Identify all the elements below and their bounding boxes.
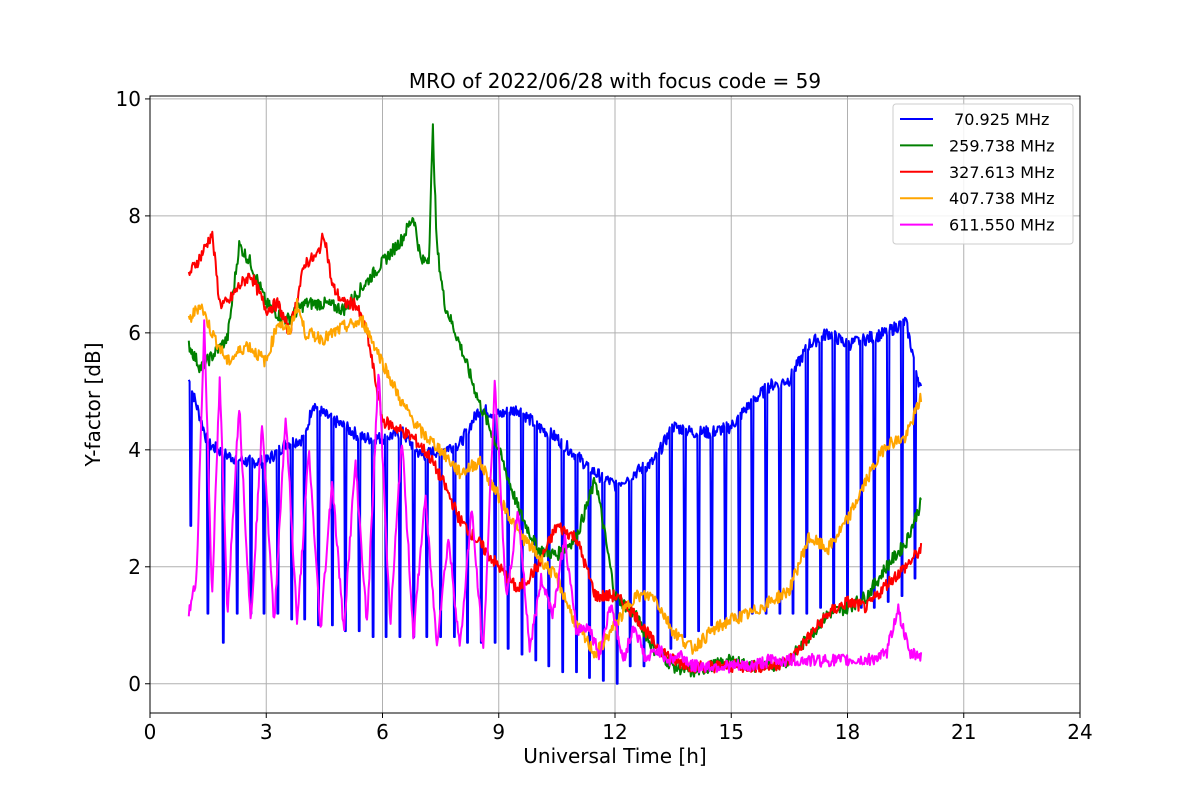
y-tick-label: 8 <box>128 204 141 228</box>
y-tick-label: 6 <box>128 321 141 345</box>
legend: 70.925 MHz 259.738 MHz 327.613 MHz 407.738 … <box>892 103 1074 245</box>
x-tick-label: 6 <box>376 720 389 744</box>
y-tick-label: 2 <box>128 555 141 579</box>
x-tick-label: 3 <box>260 720 273 744</box>
legend-label-1: 259.738 MHz <box>949 136 1054 155</box>
x-tick-label: 15 <box>719 720 744 744</box>
legend-label-3: 407.738 MHz <box>949 189 1054 208</box>
series-line-0 <box>187 316 923 685</box>
legend-label-0: 70.925 MHz <box>949 110 1049 129</box>
x-tick-label: 21 <box>951 720 976 744</box>
legend-label-2: 327.613 MHz <box>949 163 1054 182</box>
y-tick-label: 10 <box>116 87 141 111</box>
plot-series <box>187 123 923 685</box>
y-tick-label: 0 <box>128 672 141 696</box>
x-axis-label: Universal Time [h] <box>523 744 706 768</box>
series-line-4 <box>187 319 923 674</box>
legend-box <box>892 103 1074 245</box>
series-line-3 <box>187 297 923 659</box>
x-tick-label: 18 <box>835 720 860 744</box>
y-axis-label: Y-factor [dB] <box>81 342 105 467</box>
x-tick-label: 12 <box>602 720 627 744</box>
x-tick-label: 9 <box>492 720 505 744</box>
legend-label-4: 611.550 MHz <box>949 216 1054 235</box>
y-tick-label: 4 <box>128 438 141 462</box>
x-tick-label: 24 <box>1067 720 1092 744</box>
chart-title: MRO of 2022/06/28 with focus code = 59 <box>409 69 821 93</box>
series-line-2 <box>187 230 923 674</box>
x-tick-label: 0 <box>144 720 157 744</box>
